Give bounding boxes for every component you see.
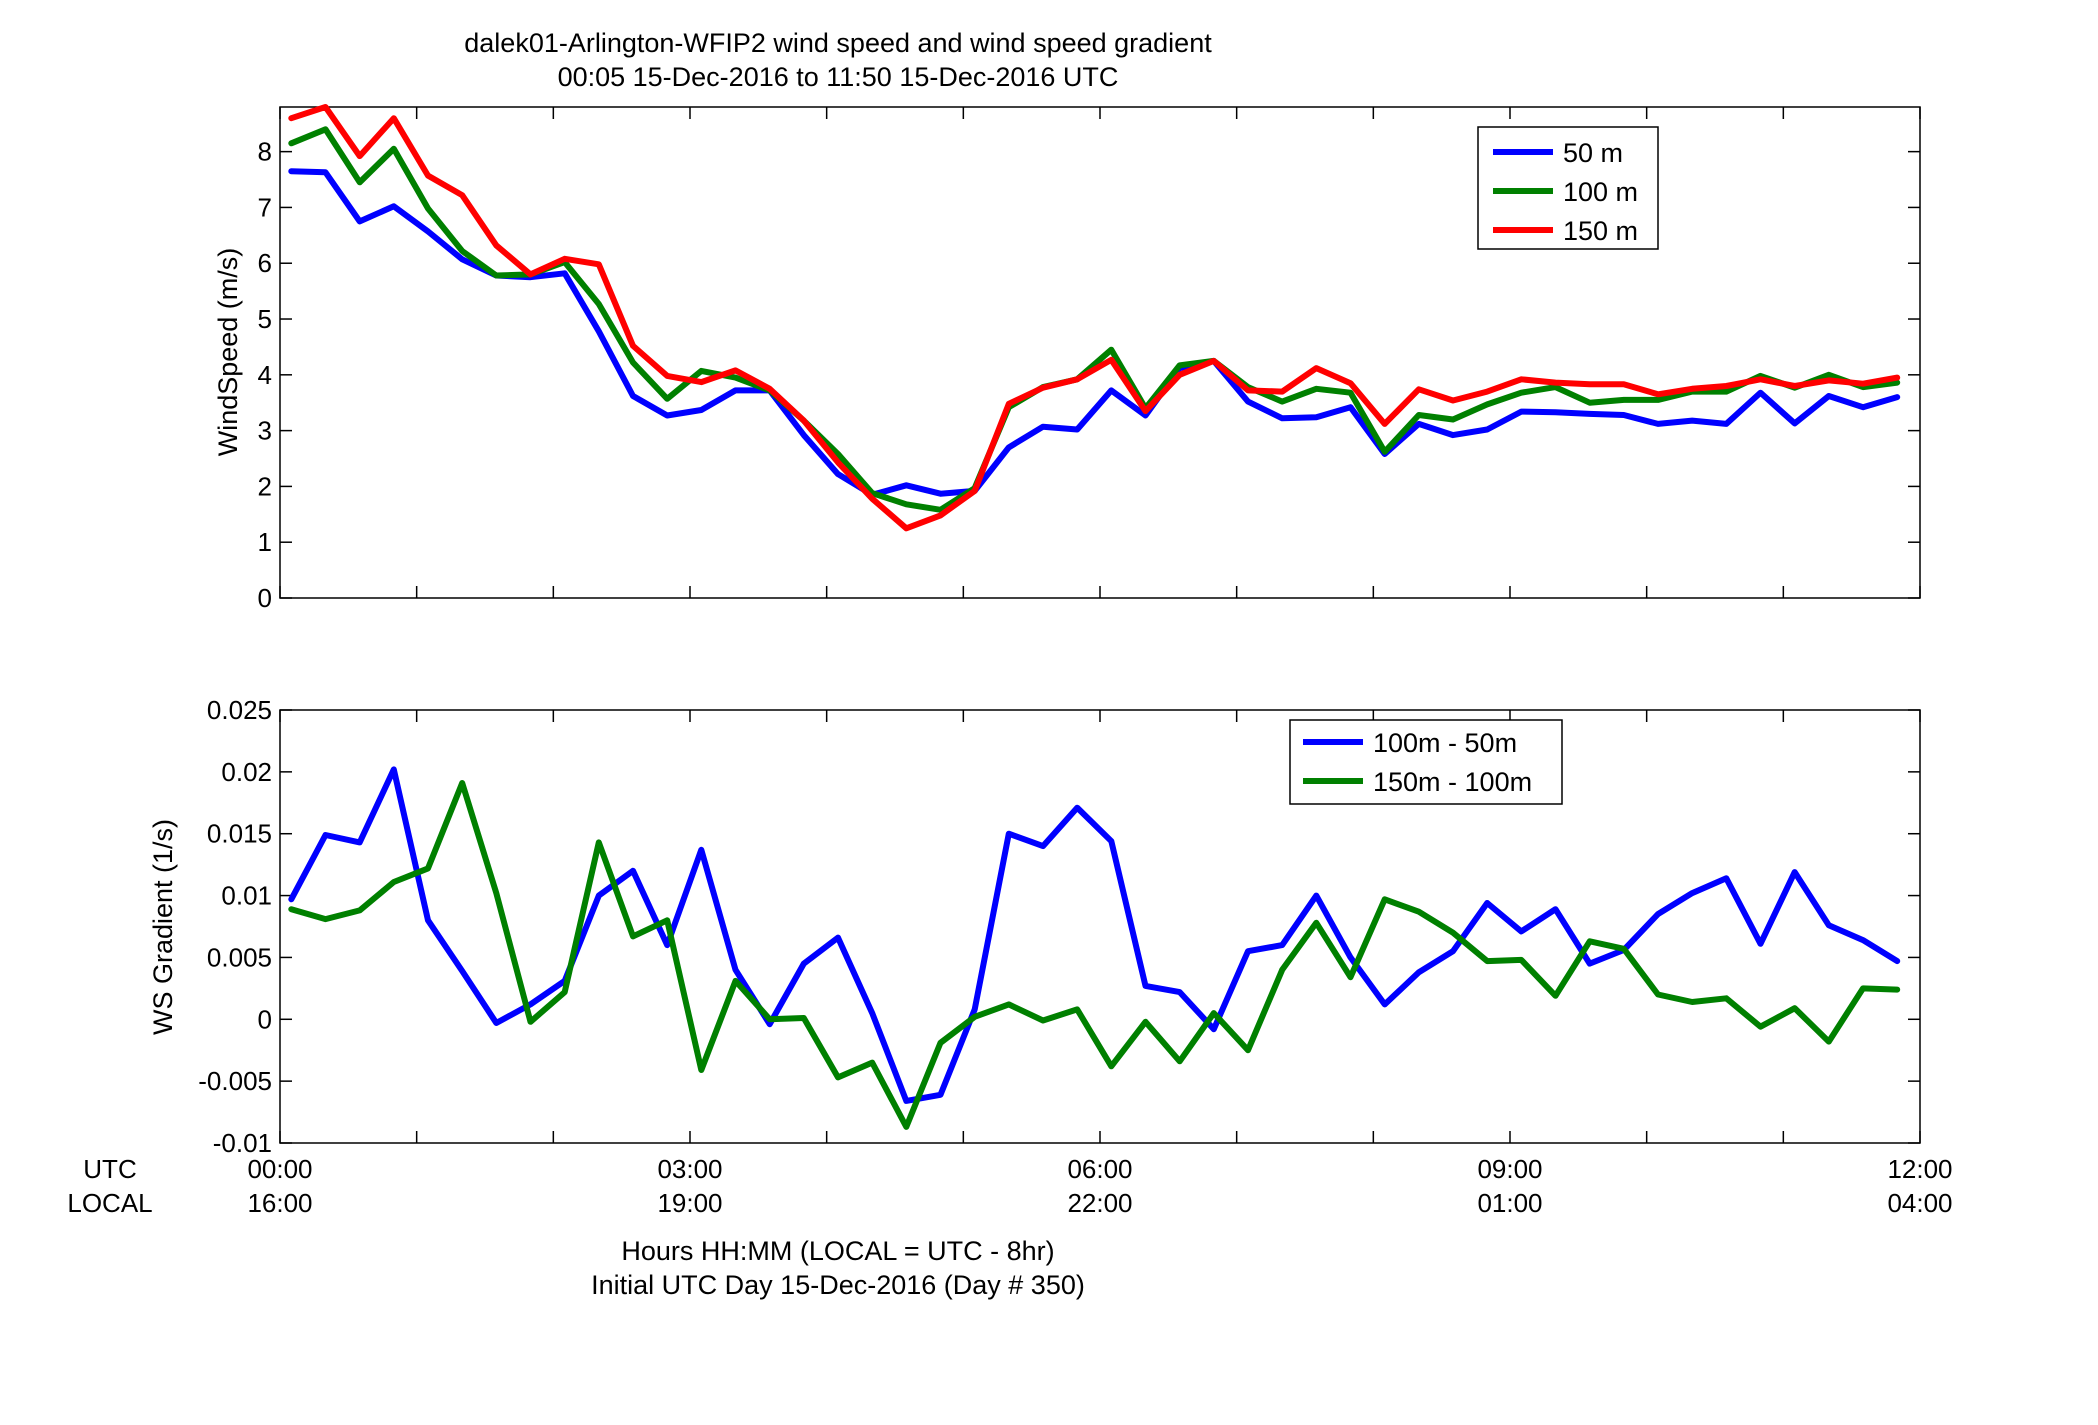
- x-tick-label-local: 04:00: [1887, 1188, 1952, 1218]
- y-tick-label: 8: [258, 137, 272, 167]
- legend-label-150m: 150 m: [1563, 216, 1638, 246]
- time-axis-tick-labels: 00:00 16:00 03:00 19:00 06:00 22:00 09:00 01:00…: [247, 1154, 1952, 1218]
- y-tick-label: 0: [258, 1004, 272, 1034]
- series-line-150m-100m: [288, 780, 1901, 1130]
- y-tick-label: -0.01: [213, 1128, 272, 1158]
- y-tick-label: 0.02: [221, 757, 272, 787]
- x-axis-label-line2: Initial UTC Day 15-Dec-2016 (Day # 350): [591, 1270, 1085, 1300]
- legend-label-100m-50m: 100m - 50m: [1373, 728, 1517, 758]
- wind-speed-panel: 0 1 2 3 4 5 6 7 8 WindSpeed (m/s) 50 m 100 m 150…: [213, 104, 1921, 613]
- utc-row-label: UTC: [83, 1154, 136, 1184]
- x-tick-label-local: 22:00: [1067, 1188, 1132, 1218]
- wind-speed-legend: 50 m 100 m 150 m: [1477, 126, 1659, 250]
- x-tick-label-utc: 06:00: [1067, 1154, 1132, 1184]
- series-line-100m-50m: [288, 766, 1901, 1104]
- y-tick-label: 0.005: [207, 942, 272, 972]
- x-tick-label-local: 16:00: [247, 1188, 312, 1218]
- y-tick-label: 0: [258, 583, 272, 613]
- wind-speed-ticks: 0 1 2 3 4 5 6 7 8: [258, 107, 1921, 613]
- x-tick-label-utc: 12:00: [1887, 1154, 1952, 1184]
- x-tick-label-utc: 03:00: [657, 1154, 722, 1184]
- legend-label-50m: 50 m: [1563, 138, 1623, 168]
- chart-title-line2: 00:05 15-Dec-2016 to 11:50 15-Dec-2016 U…: [558, 62, 1119, 92]
- ws-gradient-legend: 100m - 50m 150m - 100m: [1289, 719, 1563, 805]
- y-tick-label: 0.01: [221, 881, 272, 911]
- legend-label-150m-100m: 150m - 100m: [1373, 767, 1532, 797]
- y-tick-label: -0.005: [198, 1066, 272, 1096]
- ws-gradient-ticks: -0.01 -0.005 0 0.005 0.01 0.015 0.02 0.025: [198, 695, 1921, 1158]
- y-tick-label: 0.015: [207, 819, 272, 849]
- wind-speed-series: [288, 104, 1901, 532]
- x-tick-label-local: 01:00: [1477, 1188, 1542, 1218]
- ws-gradient-ylabel: WS Gradient (1/s): [148, 819, 178, 1035]
- y-tick-label: 3: [258, 416, 272, 446]
- y-tick-label: 0.025: [207, 695, 272, 725]
- y-tick-label: 5: [258, 304, 272, 334]
- x-tick-label-utc: 00:00: [247, 1154, 312, 1184]
- legend-label-100m: 100 m: [1563, 177, 1638, 207]
- series-line-50m: [288, 168, 1901, 498]
- ws-gradient-series: [288, 766, 1901, 1130]
- local-row-label: LOCAL: [67, 1188, 152, 1218]
- y-tick-label: 1: [258, 527, 272, 557]
- y-tick-label: 7: [258, 192, 272, 222]
- wind-speed-ylabel: WindSpeed (m/s): [213, 248, 243, 457]
- ws-gradient-legend-box: [1289, 719, 1563, 805]
- x-tick-label-local: 19:00: [657, 1188, 722, 1218]
- ws-gradient-panel: -0.01 -0.005 0 0.005 0.01 0.015 0.02 0.025 WS G…: [148, 695, 1921, 1158]
- y-tick-label: 4: [258, 360, 272, 390]
- x-axis-label-line1: Hours HH:MM (LOCAL = UTC - 8hr): [621, 1236, 1054, 1266]
- y-tick-label: 2: [258, 471, 272, 501]
- chart-title-line1: dalek01-Arlington-WFIP2 wind speed and w…: [464, 28, 1212, 58]
- y-tick-label: 6: [258, 248, 272, 278]
- series-line-150m: [288, 104, 1901, 532]
- x-tick-label-utc: 09:00: [1477, 1154, 1542, 1184]
